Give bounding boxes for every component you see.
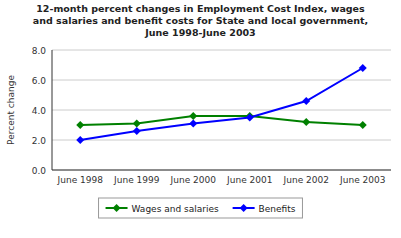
series-marker: [302, 118, 310, 126]
y-tick-label: 8.0: [32, 46, 47, 56]
legend-item: Benefits: [233, 204, 296, 214]
series-marker: [246, 114, 254, 122]
x-tick-label: June 2002: [283, 175, 329, 185]
x-tick-label: June 2001: [226, 175, 272, 185]
grid-line: [52, 140, 391, 141]
y-axis: [52, 50, 53, 170]
x-tick-label: June 1998: [57, 175, 104, 185]
grid: [52, 50, 391, 170]
legend-box: [99, 198, 303, 218]
series-marker: [189, 120, 197, 128]
x-axis: [52, 170, 391, 171]
title-line: 12-month percent changes in Employment C…: [36, 3, 365, 14]
legend-marker: [240, 204, 248, 212]
grid-line: [52, 110, 391, 111]
title-line: and salaries and benefit costs for State…: [33, 15, 368, 26]
legend-marker: [113, 204, 121, 212]
legend-label: Wages and salaries: [132, 204, 219, 214]
y-tick-label: 6.0: [32, 76, 47, 86]
series-marker: [302, 97, 310, 105]
series-marker: [359, 121, 367, 129]
x-tick-label: June 2003: [339, 175, 385, 185]
series-marker: [189, 112, 197, 120]
y-axis-label: Percent change: [6, 75, 16, 145]
y-tick-label: 0.0: [32, 166, 47, 176]
title-line: June 1998-June 2003: [144, 27, 255, 38]
series-marker: [133, 127, 141, 135]
series-marker: [133, 120, 141, 128]
x-tick-label: June 1999: [113, 175, 160, 185]
grid-line: [52, 50, 391, 51]
legend-label: Benefits: [259, 204, 296, 214]
series-marker: [359, 64, 367, 72]
plot-area: [76, 64, 367, 144]
legend-item: Wages and salaries: [106, 204, 219, 214]
x-tick-label: June 2000: [170, 175, 217, 185]
chart: 12-month percent changes in Employment C…: [0, 0, 401, 238]
y-tick-label: 4.0: [32, 106, 47, 116]
title: 12-month percent changes in Employment C…: [33, 3, 368, 38]
grid-line: [52, 170, 391, 171]
y-tick-label: 2.0: [32, 136, 47, 146]
series-marker: [76, 136, 84, 144]
legend: Wages and salaries Benefits: [99, 198, 303, 218]
series-marker: [76, 121, 84, 129]
series-line: [80, 68, 363, 140]
